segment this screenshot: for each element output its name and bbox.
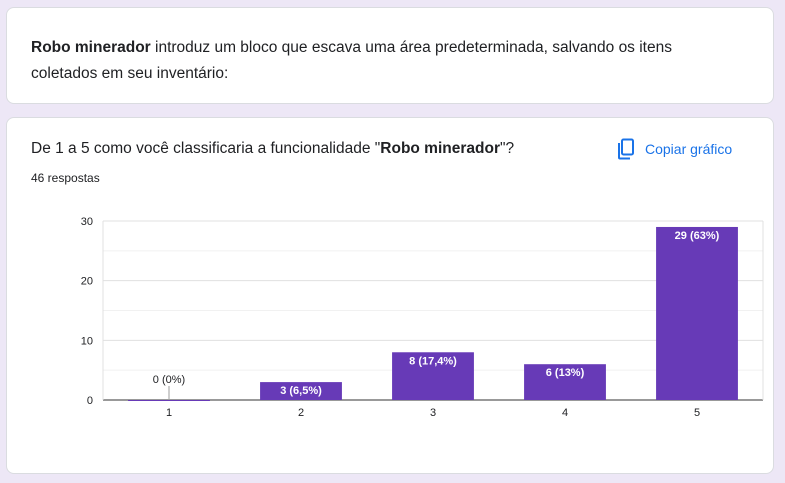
bar-chart: 0 10 20 30 1 0 (0%) 2 3 (6,5%) 3 8 (17,4%) 4 6 (13%… bbox=[81, 216, 764, 419]
data-label: 3 (6,5%) bbox=[280, 385, 322, 397]
data-label: 0 (0%) bbox=[153, 374, 185, 386]
x-tick-label: 1 bbox=[166, 407, 172, 419]
intro-text: Robo minerador introduz um bloco que esc… bbox=[31, 35, 731, 87]
chart-card: 0 10 20 30 1 0 (0%) 2 3 (6,5%) 3 8 (17,4%) 4 6 (13%… bbox=[6, 117, 774, 474]
intro-rest: introduz um bloco que escava uma área pr… bbox=[31, 39, 672, 82]
copy-chart-button[interactable]: Copiar gráfico bbox=[617, 136, 732, 162]
data-label: 6 (13%) bbox=[546, 367, 585, 379]
copy-chart-label: Copiar gráfico bbox=[645, 141, 733, 157]
x-tick-label: 5 bbox=[694, 407, 700, 419]
question-title: De 1 a 5 como você classificaria a funci… bbox=[31, 140, 514, 158]
data-label: 29 (63%) bbox=[675, 230, 720, 242]
bar bbox=[656, 226, 738, 400]
question-prefix: De 1 a 5 como você classificaria a funci… bbox=[31, 140, 381, 157]
bar bbox=[260, 382, 342, 400]
intro-bold: Robo minerador bbox=[31, 39, 151, 56]
x-tick-label: 4 bbox=[562, 407, 568, 419]
question-bold: Robo minerador bbox=[380, 140, 500, 157]
question-suffix: "? bbox=[499, 140, 515, 157]
intro-card: Robo minerador introduz um bloco que esc… bbox=[6, 7, 774, 104]
y-tick-label: 20 bbox=[81, 276, 93, 288]
bar bbox=[392, 352, 474, 400]
y-tick-label: 10 bbox=[81, 335, 93, 347]
data-label: 8 (17,4%) bbox=[409, 355, 457, 367]
x-tick-label: 3 bbox=[430, 407, 436, 419]
bar bbox=[128, 400, 210, 401]
y-tick-label: 0 bbox=[87, 395, 93, 407]
copy-icon bbox=[617, 138, 635, 160]
y-tick-label: 30 bbox=[81, 216, 93, 228]
response-count: 46 respostas bbox=[31, 171, 100, 185]
bar bbox=[524, 364, 606, 400]
x-tick-label: 2 bbox=[298, 407, 304, 419]
